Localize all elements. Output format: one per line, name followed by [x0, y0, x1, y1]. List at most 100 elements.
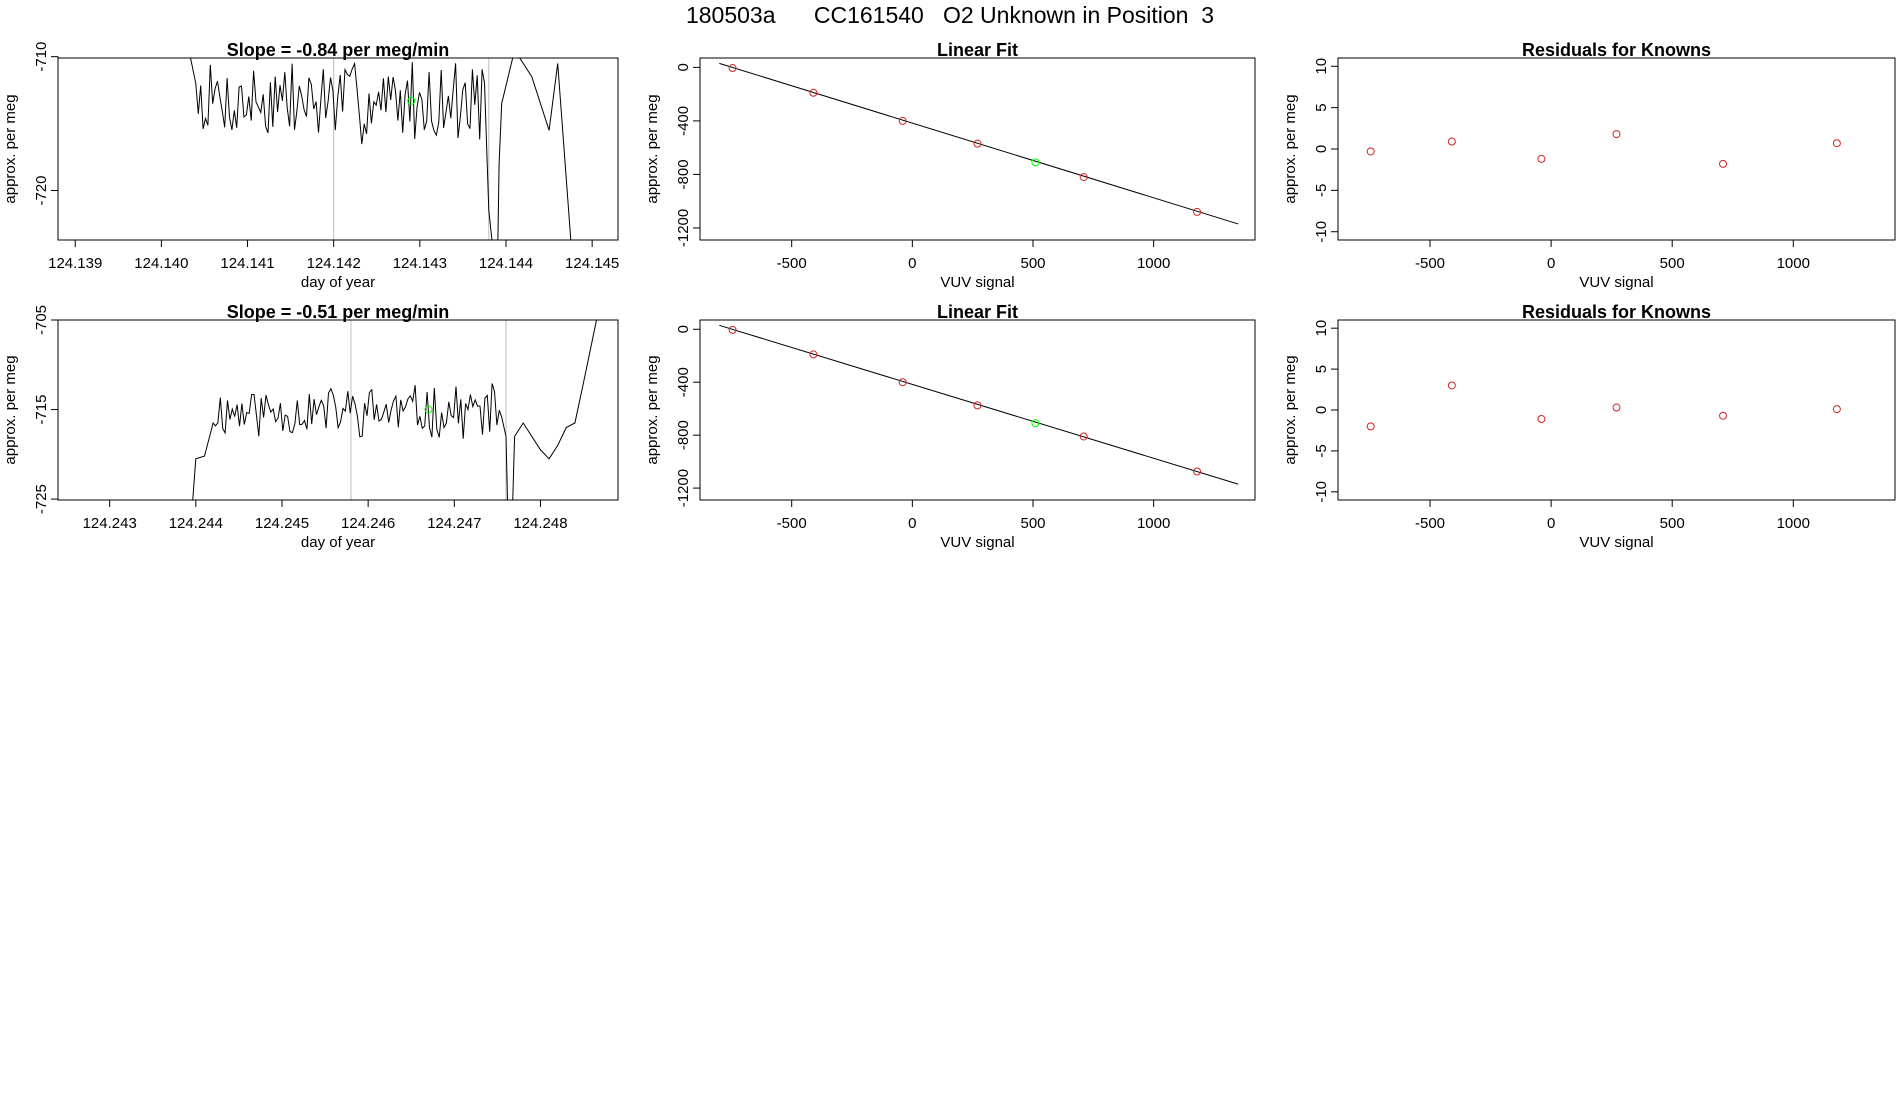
y-tick-label: -1200	[675, 469, 692, 507]
y-tick-label: -710	[33, 42, 50, 72]
plot-area	[719, 62, 1239, 225]
y-tick-label: -10	[1313, 481, 1330, 503]
fit-line	[719, 62, 1239, 225]
x-tick-label: 124.144	[479, 255, 533, 272]
x-tick-label: 0	[1547, 515, 1555, 532]
x-tick-label: 0	[1547, 255, 1555, 272]
x-axis-label: VUV signal	[1579, 534, 1653, 551]
plot-area	[190, 58, 572, 240]
x-axis-label: day of year	[301, 274, 375, 291]
chart-title: Residuals for Knowns	[1522, 40, 1711, 60]
chart-panel-fit1: Linear Fit -500 0 500 1000 -1200 -800 -400 0 VUV …	[644, 40, 1256, 291]
known-point	[1447, 381, 1456, 390]
known-point	[1193, 207, 1202, 216]
y-tick-label: 0	[1313, 406, 1330, 414]
y-tick-label: -800	[675, 159, 692, 189]
y-tick-label: -10	[1313, 221, 1330, 243]
y-axis-label: approx. per meg	[1282, 94, 1299, 203]
x-axis-label: day of year	[301, 534, 375, 551]
unknown-point	[424, 405, 433, 414]
x-axis-label: VUV signal	[1579, 274, 1653, 291]
chart-title: Linear Fit	[937, 302, 1018, 322]
known-point	[809, 88, 818, 97]
x-tick-label: 124.248	[513, 515, 567, 532]
known-point	[973, 139, 982, 148]
plot-frame	[57, 319, 619, 501]
known-point	[1832, 405, 1841, 414]
chart-panel-fit2: Linear Fit -500 0 500 1000 -1200 -800 -400 0 VUV …	[644, 302, 1256, 551]
x-tick-label: 0	[908, 515, 916, 532]
chart-title: Slope = -0.51 per meg/min	[227, 302, 450, 322]
plot-frame	[1337, 319, 1896, 501]
plot-frame	[699, 319, 1256, 501]
chart-panel-ts1: Slope = -0.84 per meg/min 124.139 124.140 1…	[2, 40, 619, 291]
y-tick-label: -5	[1313, 444, 1330, 457]
plot-frame	[57, 57, 619, 241]
y-tick-label: 10	[1313, 320, 1330, 337]
x-axis-label: VUV signal	[940, 534, 1014, 551]
x-tick-label: 1000	[1137, 255, 1170, 272]
y-axis-label: approx. per meg	[1282, 355, 1299, 464]
x-tick-label: 124.143	[393, 255, 447, 272]
y-tick-label: 0	[1313, 145, 1330, 153]
known-point	[1612, 403, 1621, 412]
x-tick-label: -500	[1415, 515, 1445, 532]
x-tick-label: 124.140	[134, 255, 188, 272]
known-point	[1537, 154, 1546, 163]
x-tick-label: -500	[1415, 255, 1445, 272]
x-tick-label: 124.141	[220, 255, 274, 272]
known-point	[1366, 147, 1375, 156]
x-tick-label: 124.244	[169, 515, 223, 532]
x-tick-label: 500	[1020, 255, 1045, 272]
x-tick-label: 124.145	[565, 255, 619, 272]
unknown-point	[1031, 158, 1040, 167]
unknown-point	[407, 96, 416, 105]
y-tick-label: -725	[33, 484, 50, 514]
y-tick-label: -720	[33, 175, 50, 205]
y-axis-label: approx. per meg	[2, 94, 19, 203]
y-tick-label: -715	[33, 395, 50, 425]
chart-title: Linear Fit	[937, 40, 1018, 60]
known-point	[728, 325, 737, 334]
x-axis-label: VUV signal	[940, 274, 1014, 291]
y-tick-label: -400	[675, 106, 692, 136]
chart-panel-res1: Residuals for Knowns -500 0 500 1000 -10 -5 0 5 1…	[1282, 40, 1896, 291]
x-tick-label: 500	[1660, 255, 1685, 272]
plot-area	[1366, 130, 1841, 168]
x-tick-label: -500	[777, 255, 807, 272]
y-tick-label: -1200	[675, 209, 692, 247]
known-point	[1537, 415, 1546, 423]
x-tick-label: 500	[1020, 515, 1045, 532]
y-tick-label: 0	[675, 325, 692, 333]
x-tick-label: 124.245	[255, 515, 309, 532]
known-point	[1079, 432, 1088, 441]
y-tick-label: 5	[1313, 365, 1330, 373]
known-point	[1447, 137, 1456, 146]
known-point	[898, 378, 907, 387]
plot-area	[1366, 381, 1841, 431]
y-tick-label: 0	[675, 63, 692, 71]
plot-area	[58, 320, 598, 500]
x-tick-label: 0	[908, 255, 916, 272]
known-point	[1719, 411, 1728, 420]
plot-frame	[699, 57, 1256, 241]
y-axis-label: approx. per meg	[2, 355, 19, 464]
known-point	[809, 350, 818, 359]
y-tick-label: -400	[675, 367, 692, 397]
x-tick-label: -500	[777, 515, 807, 532]
known-point	[973, 401, 982, 410]
known-point	[1079, 173, 1088, 182]
x-tick-label: 124.142	[307, 255, 361, 272]
plot-area	[719, 324, 1239, 485]
y-axis-label: approx. per meg	[644, 94, 661, 203]
chart-panel-ts2: Slope = -0.51 per meg/min 124.243 124.244 1…	[2, 302, 619, 551]
x-tick-label: 124.243	[83, 515, 137, 532]
x-tick-label: 124.247	[427, 515, 481, 532]
y-tick-label: -705	[33, 305, 50, 335]
y-tick-label: 5	[1313, 103, 1330, 111]
known-point	[728, 64, 737, 73]
series-line	[58, 320, 598, 500]
y-tick-label: 10	[1313, 58, 1330, 75]
unknown-point	[1031, 419, 1040, 428]
